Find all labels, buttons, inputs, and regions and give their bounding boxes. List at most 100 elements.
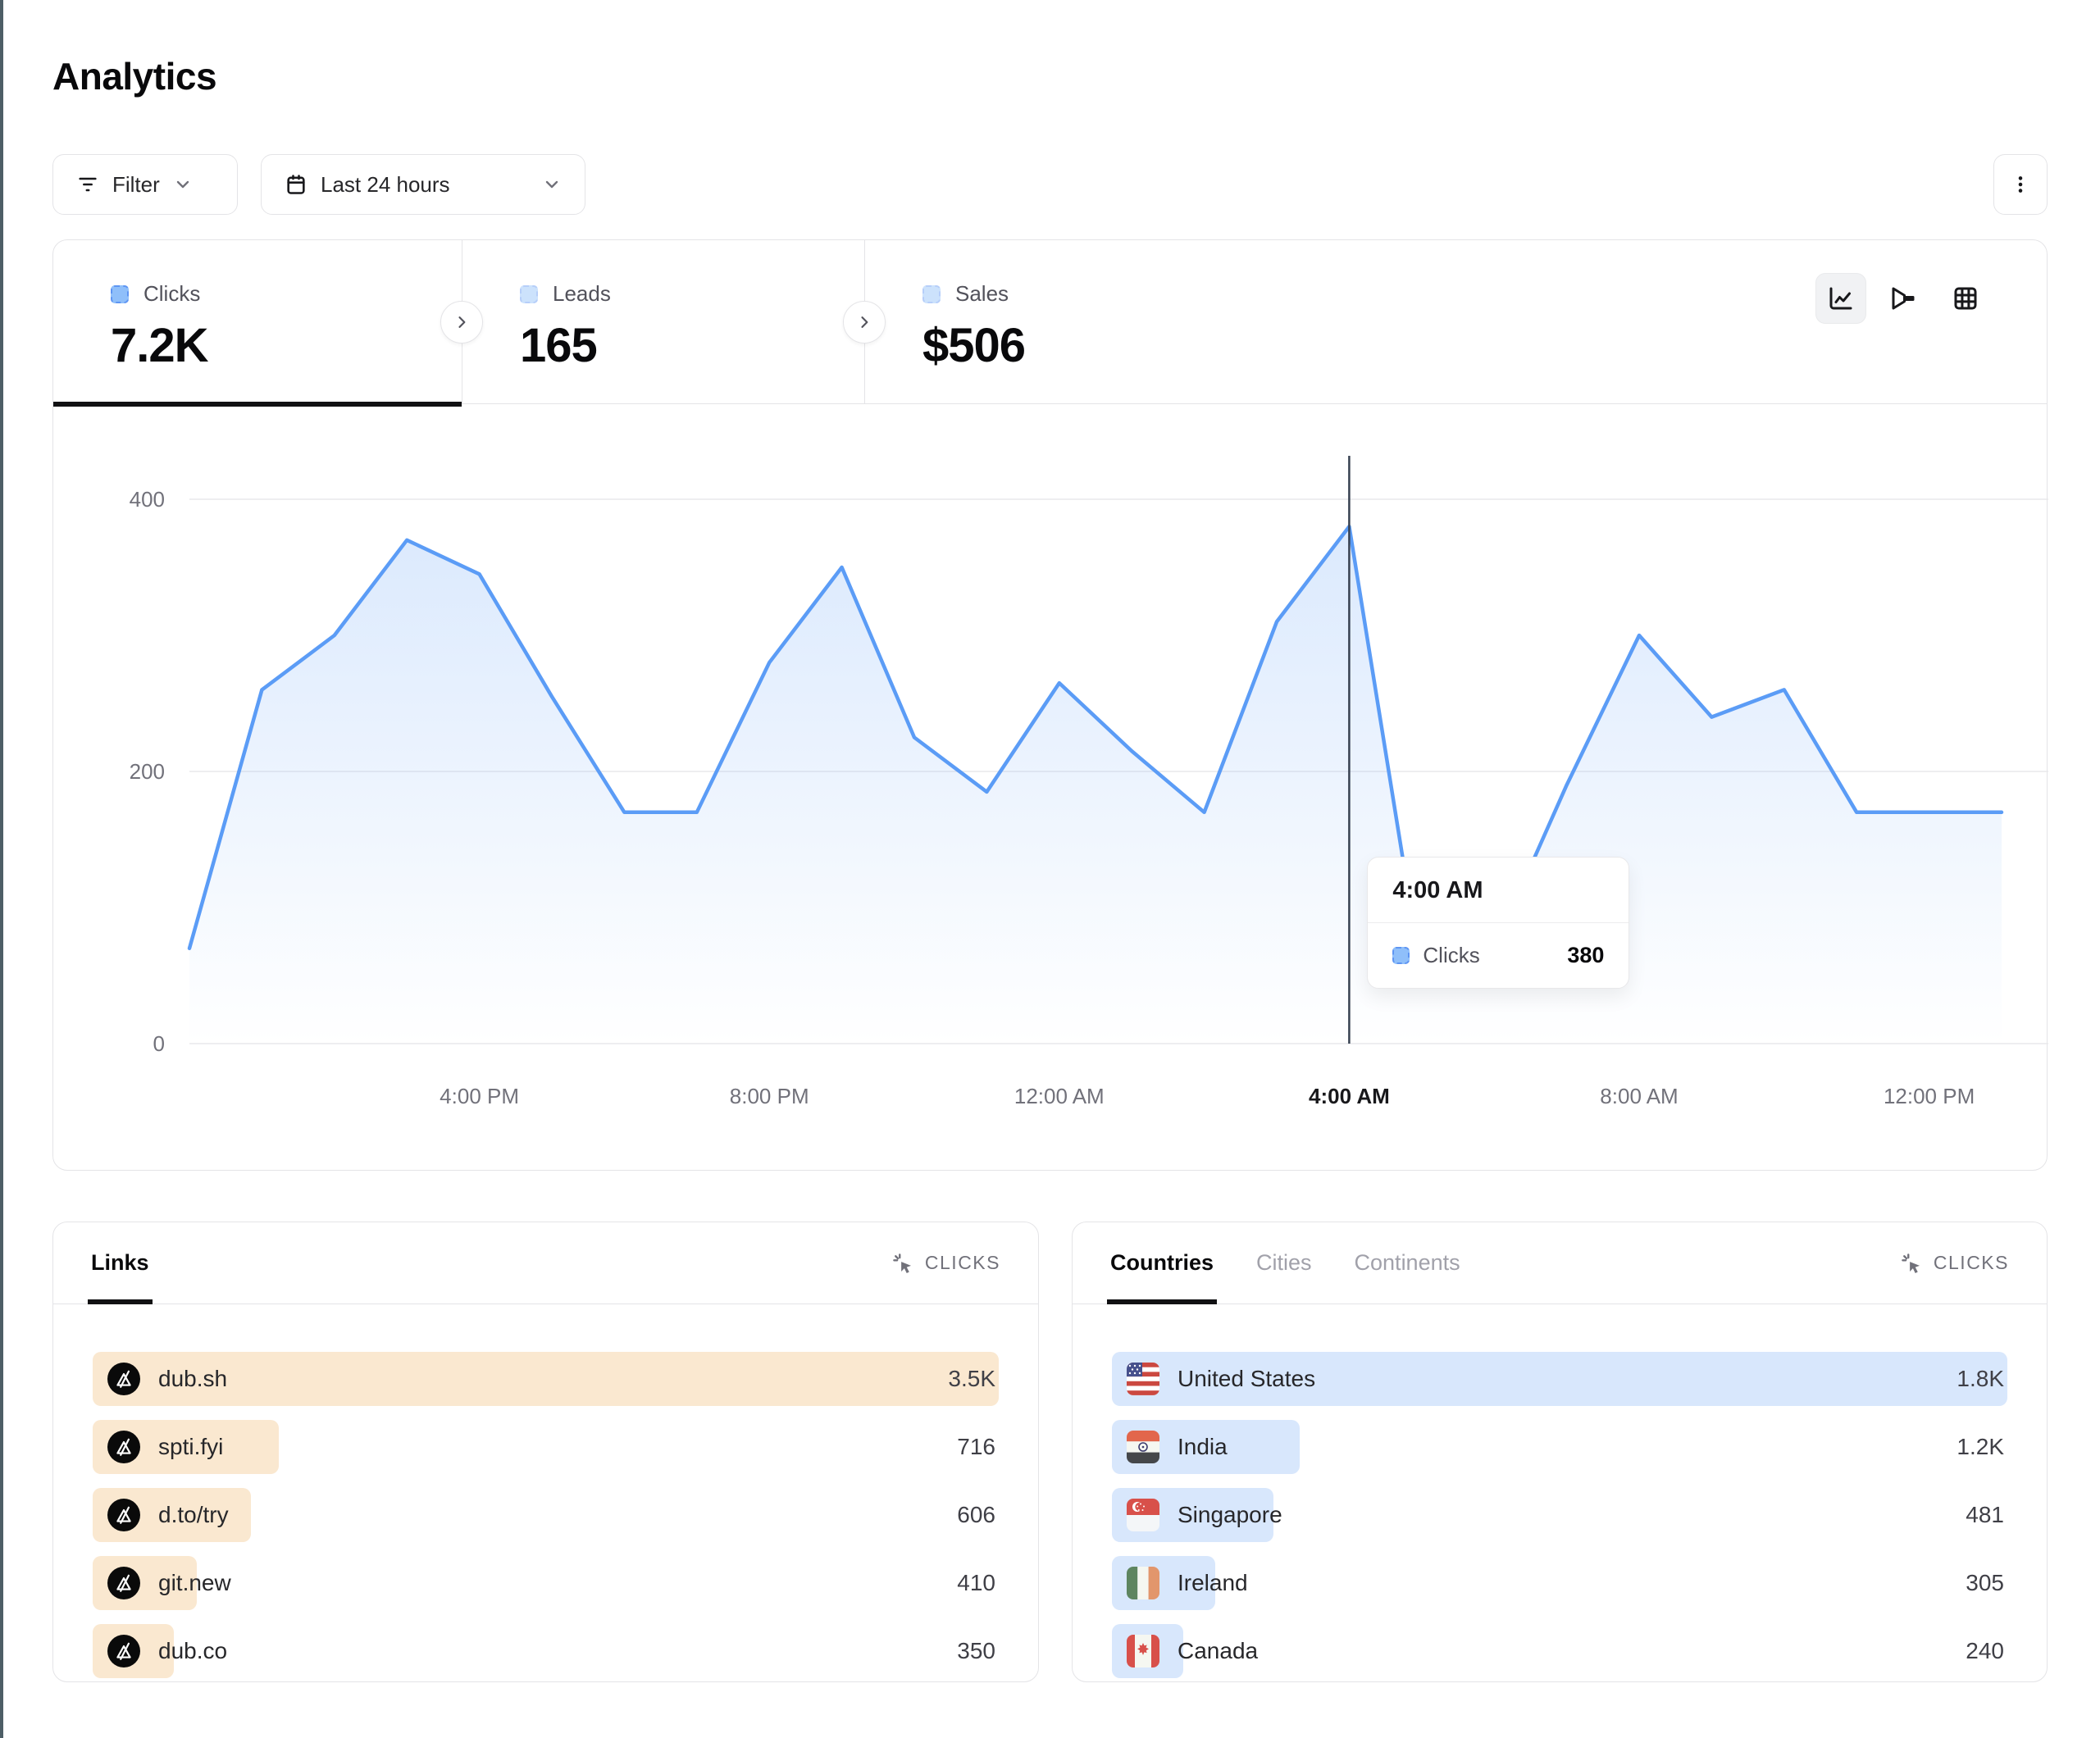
item-label: United States bbox=[1178, 1366, 1316, 1391]
item-value: 3.5K bbox=[948, 1366, 995, 1391]
expand-metric-button[interactable] bbox=[440, 301, 483, 344]
item-label: Canada bbox=[1178, 1638, 1259, 1663]
date-range-button[interactable]: Last 24 hours bbox=[261, 154, 585, 215]
svg-text:200: 200 bbox=[130, 759, 165, 784]
svg-text:400: 400 bbox=[130, 487, 165, 512]
metric-tab-label: Clicks bbox=[143, 281, 201, 306]
item-value: 410 bbox=[957, 1570, 995, 1595]
tab-divider bbox=[843, 240, 886, 404]
funnel-icon bbox=[1888, 284, 1918, 313]
chart-canvas: 0 200 400 4:00 PM 8:00 PM 12:00 AM 4:00 AM 8:00… bbox=[130, 456, 2054, 1108]
geo-panel-header: Countries Cities Continents CLICKS bbox=[1073, 1222, 2047, 1304]
page-edge-strip bbox=[0, 0, 3, 1738]
links-panel-header: Links CLICKS bbox=[53, 1222, 1038, 1304]
dub-logo-icon bbox=[107, 1567, 140, 1599]
links-list: dub.sh 3.5K spti.fyi 716 d.to/try 606 git.new 4… bbox=[93, 1352, 999, 1678]
item-value: 1.2K bbox=[1957, 1434, 2004, 1459]
series-swatch bbox=[111, 284, 129, 303]
active-tab-underline bbox=[53, 402, 462, 407]
kebab-menu-icon bbox=[2010, 174, 2031, 195]
item-value: 1.8K bbox=[1957, 1366, 2004, 1391]
metric-tab-leads[interactable]: Leads 165 bbox=[462, 240, 864, 403]
tab-links[interactable]: Links bbox=[88, 1222, 153, 1304]
metric-tab-value: 165 bbox=[520, 319, 598, 372]
item-label: spti.fyi bbox=[158, 1434, 224, 1459]
calendar-icon bbox=[285, 173, 307, 196]
svg-text:12:00 AM: 12:00 AM bbox=[1014, 1084, 1105, 1108]
links-metric-selector[interactable]: CLICKS bbox=[891, 1251, 1000, 1276]
funnel-chart-toggle-button[interactable] bbox=[1878, 273, 1929, 324]
item-label: dub.sh bbox=[158, 1366, 228, 1391]
table-view-toggle-button[interactable] bbox=[1940, 273, 1991, 324]
list-item[interactable]: Canada 240 bbox=[1112, 1624, 2007, 1678]
item-value: 305 bbox=[1966, 1570, 2004, 1595]
metric-tab-sales[interactable]: Sales $506 bbox=[865, 240, 2047, 403]
series-swatch bbox=[520, 284, 538, 303]
filter-button[interactable]: Filter bbox=[52, 154, 238, 215]
item-label: Ireland bbox=[1178, 1570, 1248, 1595]
chevron-down-icon bbox=[173, 175, 193, 194]
list-item[interactable]: dub.sh 3.5K bbox=[93, 1352, 999, 1406]
links-panel: Links CLICKS dub.sh 3.5K spti.fyi 716 d.to/t… bbox=[52, 1222, 1039, 1682]
list-item[interactable]: Singapore 481 bbox=[1112, 1488, 2007, 1542]
list-item[interactable]: dub.co 350 bbox=[93, 1624, 999, 1678]
tab-cities[interactable]: Cities bbox=[1256, 1250, 1312, 1275]
svg-text:4:00 PM: 4:00 PM bbox=[440, 1084, 519, 1108]
svg-text:8:00 PM: 8:00 PM bbox=[730, 1084, 809, 1108]
metric-tab-value: 7.2K bbox=[111, 319, 209, 372]
list-item[interactable]: Ireland 305 bbox=[1112, 1556, 2007, 1610]
series-swatch bbox=[1392, 947, 1410, 964]
expand-metric-button[interactable] bbox=[843, 301, 886, 344]
list-item[interactable]: d.to/try 606 bbox=[93, 1488, 999, 1542]
geo-panel: Countries Cities Continents CLICKS United … bbox=[1072, 1222, 2048, 1682]
metric-tab-label: Sales bbox=[955, 281, 1009, 306]
item-value: 350 bbox=[957, 1638, 995, 1663]
item-label: git.new bbox=[158, 1570, 231, 1595]
grid-table-icon bbox=[1951, 284, 1980, 313]
tooltip-value: 380 bbox=[1567, 943, 1605, 967]
ca-flag-icon bbox=[1127, 1635, 1159, 1667]
list-item[interactable]: United States 1.8K bbox=[1112, 1352, 2007, 1406]
item-value: 716 bbox=[957, 1434, 995, 1459]
geo-metric-label: CLICKS bbox=[1933, 1252, 2009, 1273]
more-options-button[interactable] bbox=[1993, 154, 2048, 215]
tab-countries[interactable]: Countries bbox=[1106, 1222, 1218, 1304]
filter-icon bbox=[76, 173, 99, 196]
item-label: India bbox=[1178, 1434, 1228, 1459]
in-flag-icon bbox=[1127, 1431, 1159, 1463]
ie-flag-icon bbox=[1127, 1567, 1159, 1599]
dub-logo-icon bbox=[107, 1499, 140, 1531]
value-bar bbox=[1112, 1352, 2007, 1406]
value-bar bbox=[93, 1352, 999, 1406]
chart-tooltip: 4:00 AM Clicks 380 bbox=[1367, 857, 1630, 989]
item-label: Singapore bbox=[1178, 1502, 1282, 1527]
list-item[interactable]: India 1.2K bbox=[1112, 1420, 2007, 1474]
line-chart-icon bbox=[1826, 284, 1856, 313]
list-item[interactable]: spti.fyi 716 bbox=[93, 1420, 999, 1474]
list-item[interactable]: git.new 410 bbox=[93, 1556, 999, 1610]
tooltip-series-label: Clicks bbox=[1423, 943, 1480, 967]
svg-text:8:00 AM: 8:00 AM bbox=[1600, 1084, 1678, 1108]
tab-links-label: Links bbox=[91, 1250, 149, 1275]
item-value: 481 bbox=[1966, 1502, 2004, 1527]
chevron-right-icon bbox=[861, 316, 868, 328]
date-range-label: Last 24 hours bbox=[321, 171, 450, 197]
metric-tab-label: Leads bbox=[553, 281, 611, 306]
metric-tab-clicks[interactable]: Clicks 7.2K bbox=[53, 240, 462, 407]
chevron-down-icon bbox=[542, 175, 562, 194]
geo-list: United States 1.8K India 1.2K Singapore 481 Ir… bbox=[1112, 1352, 2007, 1678]
dub-logo-icon bbox=[107, 1431, 140, 1463]
item-value: 606 bbox=[957, 1502, 995, 1527]
svg-text:0: 0 bbox=[153, 1031, 165, 1056]
tab-continents[interactable]: Continents bbox=[1354, 1250, 1460, 1275]
clicks-area-chart[interactable]: 0 200 400 4:00 PM 8:00 PM 12:00 AM 4:00 AM 8:00… bbox=[53, 408, 2054, 1167]
metric-tab-value: $506 bbox=[922, 319, 1026, 372]
line-chart-toggle-button[interactable] bbox=[1815, 273, 1866, 324]
dub-logo-icon bbox=[107, 1363, 140, 1395]
item-label: dub.co bbox=[158, 1638, 228, 1663]
geo-metric-selector[interactable]: CLICKS bbox=[1899, 1251, 2009, 1276]
item-label: d.to/try bbox=[158, 1502, 229, 1527]
filter-button-label: Filter bbox=[112, 171, 160, 197]
chevron-right-icon bbox=[458, 316, 466, 328]
cursor-click-icon bbox=[1899, 1251, 1924, 1276]
